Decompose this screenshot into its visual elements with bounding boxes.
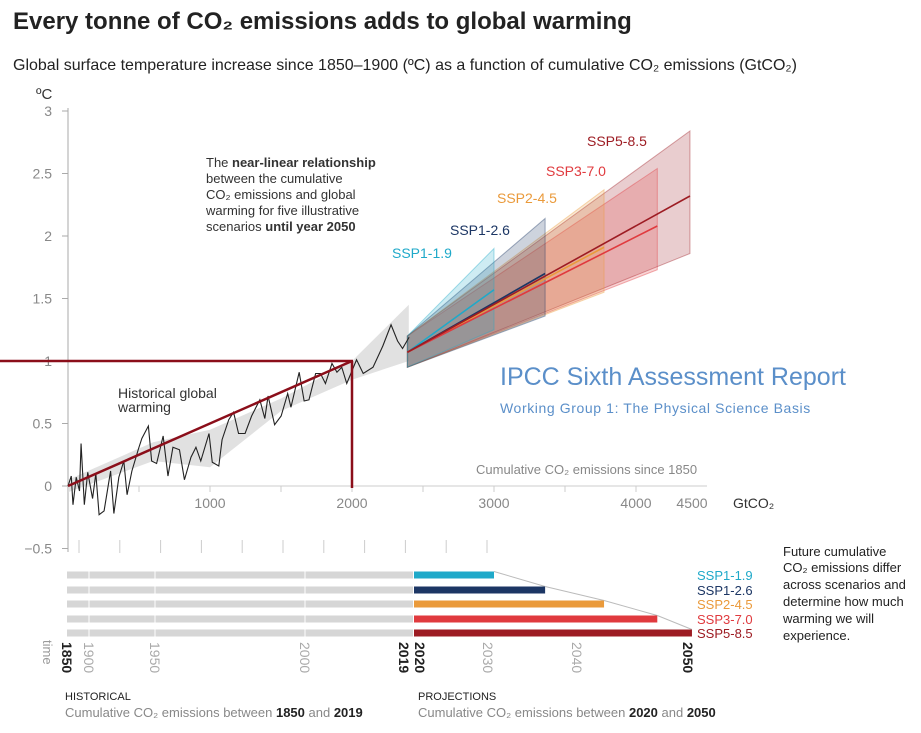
caption-year: 2019 [334,705,363,720]
time-label: time [40,640,55,665]
scenario-label-SSP5-8.5: SSP5-8.5 [587,133,647,149]
y-tick-label: 2 [44,228,52,244]
y-tick-label: 0.5 [33,416,53,432]
x-tick-label: 3000 [478,495,509,511]
y-tick-label: 3 [44,103,52,119]
projections: SSP1-1.9 SSP1-2.6 SSP2-4.5 SSP3-7.0 SSP5-8.5 [392,130,691,369]
connector-line [603,600,658,616]
scenario-band-SSP1-2.6 [406,217,546,368]
projections-heading: PROJECTIONS [418,691,496,703]
historical-label-line-1: Historical global [118,385,217,401]
caption-year: 2050 [687,705,716,720]
x-tick-label: 2000 [336,495,367,511]
historical-band [68,304,409,493]
side-note-line: Future cumulative [783,544,886,559]
annotation-line-5b: until year 2050 [265,219,355,234]
scenario-line-SSP5-8.5 [406,195,691,353]
annotation: The near-linear relationship between the… [205,155,379,234]
historical-label-line-2: warming [117,399,171,415]
historical-heading: HISTORICAL [65,691,131,703]
y-tick-label: −0.5 [24,541,52,557]
annotation-line-5a: scenarios [206,219,265,234]
timeline-year: 2030 [480,642,496,673]
timeline-year: 2050 [680,642,696,673]
projection-bar-SSP1-2.6 [414,586,546,594]
connector-line [545,586,605,601]
side-note: Future cumulative CO₂ emissions differ a… [782,544,909,643]
scenario-label-SSP2-4.5: SSP2-4.5 [497,190,557,206]
timeline-year: 2019 [396,642,412,673]
historical-label: Historical global warming [117,385,221,415]
x-tick-label: 4000 [620,495,651,511]
chart-title: Every tonne of CO₂ emissions adds to glo… [13,8,632,35]
historical-bar [67,629,413,637]
connector-line [493,571,546,587]
scenario-label-SSP1-2.6: SSP1-2.6 [450,222,510,238]
y-tick-label: 2.5 [33,166,53,182]
historical-series [67,323,410,516]
timeline-year: 2020 [412,642,428,673]
x-tick-label: 1000 [194,495,225,511]
caption-year: 1850 [276,705,305,720]
projection-bar-SSP2-4.5 [414,600,605,608]
historical-bar [67,615,413,623]
caption-text: Cumulative CO₂ emissions between [65,705,276,720]
y-tick-label: 0 [44,478,52,494]
timeline-year: 1950 [147,642,163,673]
x-axis-label: GtCO₂ [733,495,774,511]
trend-line [67,359,353,488]
chart-subtitle: Global surface temperature increase sinc… [13,57,797,74]
scenario-label-SSP1-1.9: SSP1-1.9 [392,245,452,261]
side-note-line: warming we will [782,611,874,626]
side-note-line: across scenarios and [783,577,906,592]
timeline-year: 2000 [297,642,313,673]
timeline-label-SSP1-1.9: SSP1-1.9 [697,568,753,583]
timeline-label-SSP1-2.6: SSP1-2.6 [697,583,753,598]
scenario-band-SSP5-8.5 [406,130,691,368]
caption-text: Cumulative CO₂ emissions between [418,705,629,720]
annotation-line-1b: near-linear relationship [232,155,376,170]
historical-line [67,323,410,516]
y-tick-label: 1.5 [33,291,53,307]
connector-line [657,615,693,630]
timeline-year: 2040 [569,642,585,673]
scenario-line-SSP3-7.0 [407,225,658,353]
side-note-line: determine how much [783,594,904,609]
timeline-label-SSP3-7.0: SSP3-7.0 [697,612,753,627]
caption-year: 2020 [629,705,658,720]
caption-text: and [658,705,687,720]
historical-bar [67,571,413,579]
historical-uncertainty-band [68,304,409,493]
watermark-title: IPCC Sixth Assessment Report [500,363,846,391]
watermark-subtitle: Working Group 1: The Physical Science Ba… [500,400,811,416]
caption-text: and [305,705,334,720]
historical-caption: Cumulative CO₂ emissions between 1850 an… [65,705,363,720]
annotation-line-1a: The [206,155,232,170]
x-tick-label: 4500 [676,495,707,511]
annotation-line-3: CO₂ emissions and global [206,187,356,202]
historical-bar [67,586,413,594]
scenario-band-SSP2-4.5 [406,188,605,368]
side-note-line: CO₂ emissions differ [783,560,902,575]
timeline-year: 1850 [59,642,75,673]
side-note-line: experience. [783,628,850,643]
reference-line [0,359,354,488]
scenario-label-SSP3-7.0: SSP3-7.0 [546,163,606,179]
projection-bar-SSP3-7.0 [414,615,658,623]
projection-bar-SSP1-1.9 [414,571,494,579]
annotation-line-4: warming for five illustrative [205,203,359,218]
x-axis-note: Cumulative CO₂ emissions since 1850 [476,462,697,477]
timeline-label-SSP5-8.5: SSP5-8.5 [697,626,753,641]
timeline-year: 1900 [81,642,97,673]
annotation-line-2: between the cumulative [206,171,343,186]
scenario-line-SSP1-1.9 [406,289,495,353]
projections-caption: Cumulative CO₂ emissions between 2020 an… [418,705,716,720]
y-axis-label: ºC [36,86,52,103]
projection-bar-SSP5-8.5 [414,629,692,637]
historical-bar [67,600,413,608]
timeline-label-SSP2-4.5: SSP2-4.5 [697,597,753,612]
timeline: SSP1-1.9SSP1-2.6SSP2-4.5SSP3-7.0SSP5-8.5… [40,568,753,673]
